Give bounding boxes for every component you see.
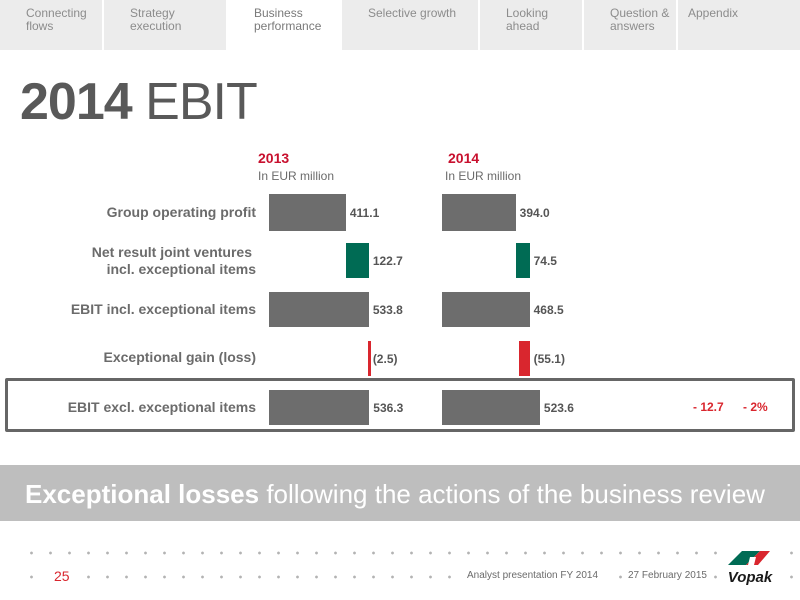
key-message-banner: Exceptional losses following the actions… <box>0 465 800 521</box>
vopak-logo: Vopak <box>720 547 780 587</box>
footer-dots-top <box>22 551 797 555</box>
logo-text: Vopak <box>728 569 773 586</box>
logo-gap <box>748 557 756 565</box>
nav-tab-question-answers[interactable]: Question & answers <box>584 0 678 50</box>
footer-presentation: Analyst presentation FY 2014 <box>461 570 605 581</box>
top-navigation: Connecting flows Strategy execution Busi… <box>0 0 800 50</box>
nav-tab-strategy-execution[interactable]: Strategy execution <box>104 0 228 50</box>
bar-2013-row0 <box>269 194 346 231</box>
bar-2014-row0 <box>442 194 516 231</box>
value-label-2013-row3: (2.5) <box>372 351 398 366</box>
title-text: EBIT <box>131 73 258 131</box>
nav-tab-appendix[interactable]: Appendix <box>678 0 800 50</box>
value-label-2014-row0: 394.0 <box>519 205 550 220</box>
footer-date: 27 February 2015 <box>622 570 713 581</box>
bar-2014-row3 <box>519 341 530 376</box>
logo-green-shape <box>728 551 760 565</box>
bar-2013-row3 <box>368 341 371 376</box>
value-label-2013-row0: 411.1 <box>349 205 380 220</box>
row-label-net-result-jv-line1: Net result joint ventures <box>91 244 252 260</box>
nav-tab-connecting-flows[interactable]: Connecting flows <box>0 0 104 50</box>
bar-2013-row4 <box>269 390 370 425</box>
row-label-net-result-jv: Net result joint ventures incl. exceptio… <box>92 244 256 278</box>
footer-dots-bottom <box>22 575 797 579</box>
nav-tab-looking-ahead[interactable]: Looking ahead <box>480 0 584 50</box>
bar-2014-row1 <box>515 243 530 278</box>
page-number: 25 <box>46 568 78 584</box>
highlight-box <box>5 378 795 432</box>
value-label-2013-row1: 122.7 <box>372 253 403 268</box>
value-label-2014-row1: 74.5 <box>533 253 557 268</box>
bar-2014-row2 <box>442 292 530 327</box>
row-label-group-operating-profit: Group operating profit <box>106 204 256 220</box>
banner-text: following the actions of the business re… <box>259 479 765 509</box>
unit-label-2013: In EUR million <box>258 169 335 183</box>
series-header-2014: 2014 <box>448 150 480 166</box>
title-year: 2014 <box>20 73 133 131</box>
row-label-net-result-jv-line2: incl. exceptional items <box>106 261 256 277</box>
value-label-2014-row2: 468.5 <box>533 302 564 317</box>
value-label-2013-row4: 536.3 <box>373 400 404 415</box>
unit-label-2014: In EUR million <box>445 169 522 183</box>
value-label-2014-row4: 523.6 <box>543 400 574 415</box>
change-absolute: - 12.7 <box>693 400 724 414</box>
row-label-ebit-incl: EBIT incl. exceptional items <box>70 301 256 317</box>
bar-2014-row4 <box>442 390 540 425</box>
series-header-2013: 2013 <box>258 150 290 166</box>
bar-2013-row1 <box>345 243 369 278</box>
bar-2013-row2 <box>269 292 369 327</box>
change-percent: - 2% <box>743 400 768 414</box>
nav-tab-business-performance[interactable]: Business performance <box>228 0 342 50</box>
row-label-exceptional: Exceptional gain (loss) <box>103 349 256 365</box>
value-label-2014-row3: (55.1) <box>533 351 565 366</box>
row-label-ebit-excl: EBIT excl. exceptional items <box>67 399 256 415</box>
value-label-2013-row2: 533.8 <box>372 302 403 317</box>
banner-bold: Exceptional losses <box>25 479 260 509</box>
nav-tab-selective-growth[interactable]: Selective growth <box>342 0 480 50</box>
page-title: 2014 EBIT <box>20 72 258 132</box>
